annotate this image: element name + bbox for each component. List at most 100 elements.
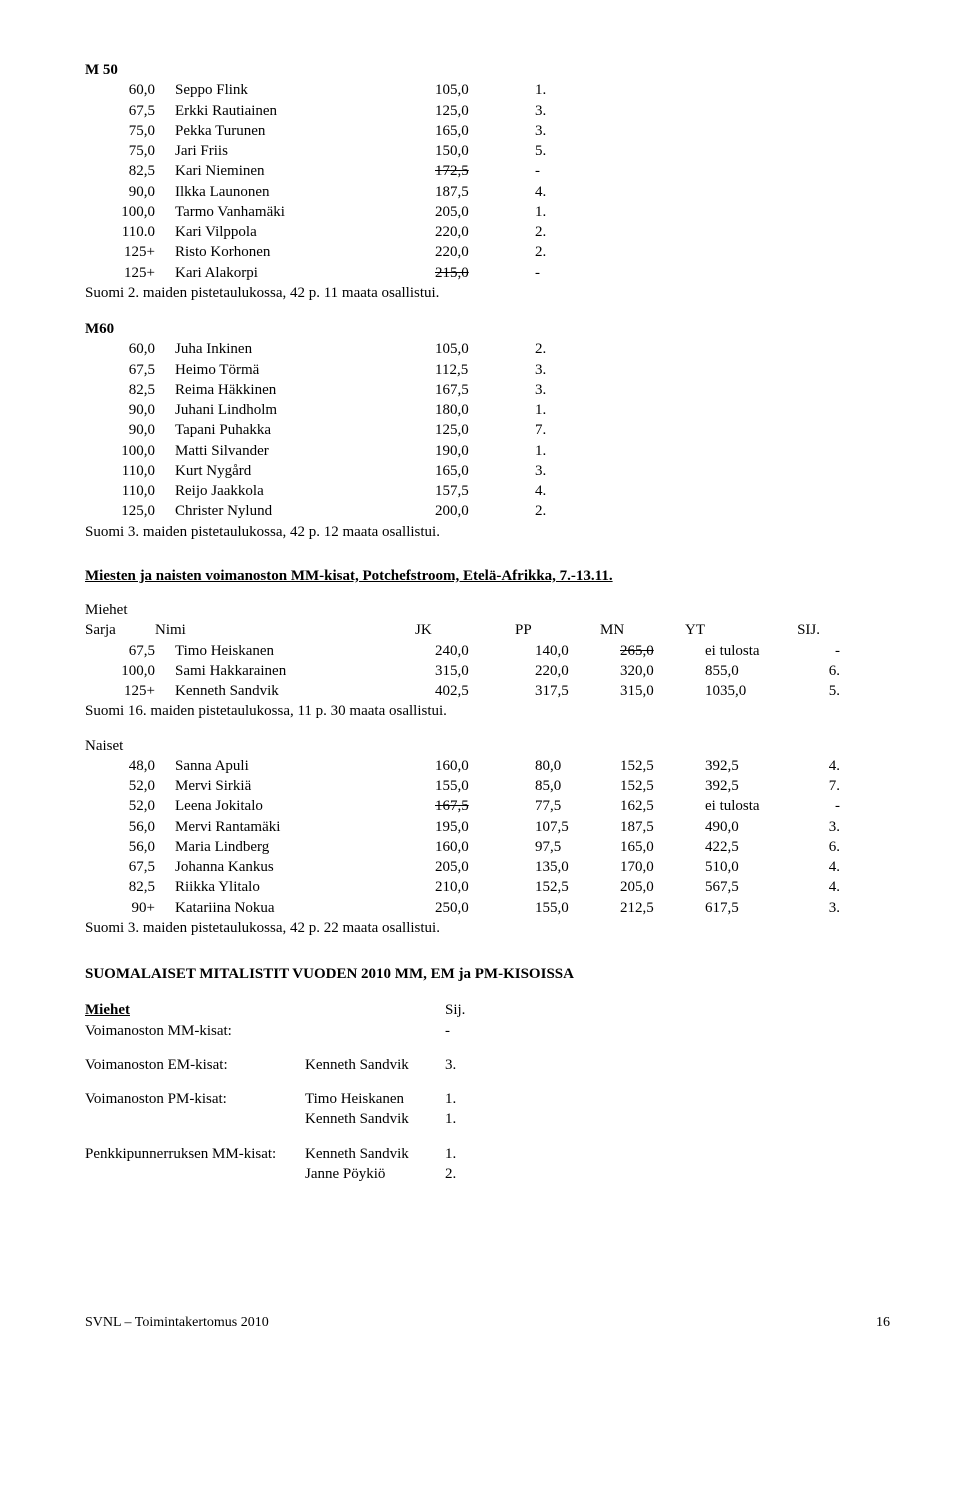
- mm-miehet-note: Suomi 16. maiden pistetaulukossa, 11 p. …: [85, 701, 890, 721]
- name-cell: Ilkka Launonen: [175, 182, 435, 202]
- table-row: 125+Kenneth Sandvik402,5317,5315,01035,0…: [85, 681, 890, 701]
- medal-label: Voimanoston PM-kisat:: [85, 1089, 305, 1109]
- result-cell: 190,0: [435, 441, 535, 461]
- hdr-mn: MN: [600, 620, 685, 640]
- table-row: 56,0Mervi Rantamäki195,0107,5187,5490,03…: [85, 817, 890, 837]
- table-row: 90,0Juhani Lindholm180,01.: [85, 400, 890, 420]
- sij-cell: 6.: [790, 837, 840, 857]
- place-cell: 1.: [535, 441, 585, 461]
- weight-cell: 67,5: [85, 101, 175, 121]
- hdr-jk: JK: [415, 620, 515, 640]
- medal-name: [305, 1021, 445, 1041]
- weight-cell: 100,0: [85, 441, 175, 461]
- name-cell: Matti Silvander: [175, 441, 435, 461]
- sij-cell: 3.: [790, 898, 840, 918]
- name-cell: Sanna Apuli: [175, 756, 435, 776]
- place-cell: 3.: [535, 461, 585, 481]
- medal-place: 1.: [445, 1109, 456, 1129]
- sij-cell: 4.: [790, 877, 840, 897]
- sij-cell: 5.: [790, 681, 840, 701]
- place-cell: 3.: [535, 360, 585, 380]
- hdr-sarja: Sarja: [85, 620, 155, 640]
- yt-cell: 490,0: [705, 817, 790, 837]
- table-row: 56,0Maria Lindberg160,097,5165,0422,56.: [85, 837, 890, 857]
- footer-left: SVNL – Toimintakertomus 2010: [85, 1314, 269, 1333]
- weight-cell: 56,0: [85, 817, 175, 837]
- name-cell: Seppo Flink: [175, 80, 435, 100]
- table-row: 52,0Mervi Sirkiä155,085,0152,5392,57.: [85, 776, 890, 796]
- name-cell: Maria Lindberg: [175, 837, 435, 857]
- pp-cell: 220,0: [535, 661, 620, 681]
- table-row: 82,5Reima Häkkinen167,53.: [85, 380, 890, 400]
- place-cell: -: [535, 161, 585, 181]
- medal-name: Kenneth Sandvik: [305, 1144, 445, 1164]
- jk-cell: 167,5: [435, 796, 535, 816]
- name-cell: Mervi Sirkiä: [175, 776, 435, 796]
- name-cell: Juhani Lindholm: [175, 400, 435, 420]
- mm-title: Miesten ja naisten voimanoston MM-kisat,…: [85, 566, 890, 586]
- weight-cell: 100,0: [85, 661, 175, 681]
- sij-cell: -: [790, 641, 840, 661]
- result-cell: 167,5: [435, 380, 535, 400]
- section-m60: M60 60,0Juha Inkinen105,02.67,5Heimo Tör…: [85, 319, 890, 542]
- medal-name: Kenneth Sandvik: [305, 1055, 445, 1075]
- section-mm: Miesten ja naisten voimanoston MM-kisat,…: [85, 566, 890, 938]
- mn-cell: 165,0: [620, 837, 705, 857]
- pp-cell: 77,5: [535, 796, 620, 816]
- table-row: 110.0Kari Vilppola220,02.: [85, 222, 890, 242]
- medal-label: [85, 1109, 305, 1129]
- place-cell: 1.: [535, 400, 585, 420]
- weight-cell: 52,0: [85, 776, 175, 796]
- table-row: 75,0Pekka Turunen165,03.: [85, 121, 890, 141]
- name-cell: Kari Alakorpi: [175, 263, 435, 283]
- weight-cell: 75,0: [85, 121, 175, 141]
- name-cell: Jari Friis: [175, 141, 435, 161]
- mn-cell: 205,0: [620, 877, 705, 897]
- weight-cell: 110,0: [85, 461, 175, 481]
- mm-naiset-label: Naiset: [85, 736, 890, 756]
- table-row: 125,0Christer Nylund200,02.: [85, 501, 890, 521]
- pp-cell: 80,0: [535, 756, 620, 776]
- pp-cell: 155,0: [535, 898, 620, 918]
- section-medal: SUOMALAISET MITALISTIT VUODEN 2010 MM, E…: [85, 964, 890, 1184]
- yt-cell: 567,5: [705, 877, 790, 897]
- place-cell: 2.: [535, 501, 585, 521]
- pp-cell: 152,5: [535, 877, 620, 897]
- place-cell: 2.: [535, 222, 585, 242]
- weight-cell: 125,0: [85, 501, 175, 521]
- weight-cell: 125+: [85, 263, 175, 283]
- weight-cell: 110,0: [85, 481, 175, 501]
- weight-cell: 82,5: [85, 380, 175, 400]
- table-row: 75,0Jari Friis150,05.: [85, 141, 890, 161]
- weight-cell: 82,5: [85, 877, 175, 897]
- table-row: 48,0Sanna Apuli160,080,0152,5392,54.: [85, 756, 890, 776]
- name-cell: Sami Hakkarainen: [175, 661, 435, 681]
- place-cell: 2.: [535, 339, 585, 359]
- medal-header: Miehet Sij.: [85, 1000, 890, 1020]
- medal-row: Penkkipunnerruksen MM-kisat:Kenneth Sand…: [85, 1144, 890, 1164]
- table-row: 67,5Johanna Kankus205,0135,0170,0510,04.: [85, 857, 890, 877]
- medal-miehet: Miehet: [85, 1000, 415, 1020]
- place-cell: 7.: [535, 420, 585, 440]
- sij-cell: 4.: [790, 857, 840, 877]
- result-cell: 205,0: [435, 202, 535, 222]
- result-cell: 105,0: [435, 80, 535, 100]
- result-cell: 105,0: [435, 339, 535, 359]
- name-cell: Erkki Rautiainen: [175, 101, 435, 121]
- medal-place: 1.: [445, 1089, 456, 1109]
- table-row: 60,0Seppo Flink105,01.: [85, 80, 890, 100]
- jk-cell: 160,0: [435, 837, 535, 857]
- table-row: 82,5Riikka Ylitalo210,0152,5205,0567,54.: [85, 877, 890, 897]
- weight-cell: 110.0: [85, 222, 175, 242]
- name-cell: Kurt Nygård: [175, 461, 435, 481]
- result-cell: 180,0: [435, 400, 535, 420]
- medal-place: -: [445, 1021, 450, 1041]
- result-cell: 172,5: [435, 161, 535, 181]
- sij-cell: 4.: [790, 756, 840, 776]
- weight-cell: 75,0: [85, 141, 175, 161]
- medal-place: 3.: [445, 1055, 456, 1075]
- yt-cell: 422,5: [705, 837, 790, 857]
- pp-cell: 85,0: [535, 776, 620, 796]
- table-row: 67,5Heimo Törmä112,53.: [85, 360, 890, 380]
- jk-cell: 402,5: [435, 681, 535, 701]
